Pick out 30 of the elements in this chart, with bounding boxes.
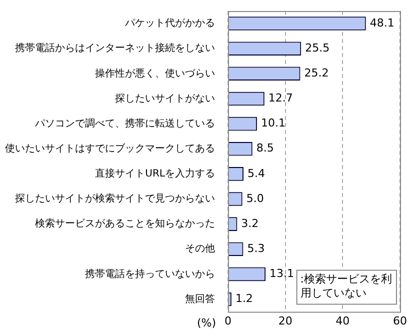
- data-label: 10.1: [260, 116, 286, 130]
- x-tick-label: 20: [278, 314, 292, 328]
- data-label: 8.5: [256, 142, 274, 155]
- x-tick-label: 40: [336, 314, 350, 328]
- data-label: 5.0: [246, 192, 264, 205]
- data-label: 1.2: [235, 292, 253, 306]
- y-tick-label: 探したいサイトがない: [115, 92, 215, 104]
- data-label: 48.1: [370, 16, 394, 30]
- data-label: 12.7: [268, 92, 293, 105]
- y-tick-label: 無回答: [185, 292, 215, 305]
- data-label: 25.2: [304, 66, 329, 80]
- y-tick-label: パケット代がかかる: [124, 18, 215, 30]
- y-tick-label: パソコンで調べて、携帯に転送している: [34, 117, 215, 130]
- y-tick-label: その他: [185, 242, 215, 255]
- data-label: 3.2: [241, 216, 259, 230]
- data-label: 25.5: [305, 41, 330, 54]
- data-label: 13.1: [270, 267, 294, 280]
- y-tick-label: 検索サービスがあることを知らなかった: [35, 218, 215, 230]
- y-tick-label: 探したいサイトが検索サイトで見つからない: [15, 192, 215, 205]
- x-tick-label: 0: [224, 314, 232, 328]
- y-tick-label: 携帯電話を持っていないから: [85, 268, 215, 280]
- annotation: :検索サービスを利用していない: [300, 272, 392, 300]
- y-tick-label: 携帯電話からはインターネット接続をしない: [15, 42, 215, 54]
- data-label: 5.3: [247, 242, 265, 255]
- y-tick-label: 操作性が悪く、使いづらい: [95, 67, 215, 80]
- x-tick-label: 60: [393, 314, 407, 328]
- y-tick-label: 使いたいサイトはすでにブックマークしてある: [5, 142, 215, 154]
- x-axis-title: (%): [196, 316, 216, 330]
- y-tick-label: 直接サイトURLを入力する: [95, 168, 215, 180]
- data-label: 5.4: [247, 166, 265, 180]
